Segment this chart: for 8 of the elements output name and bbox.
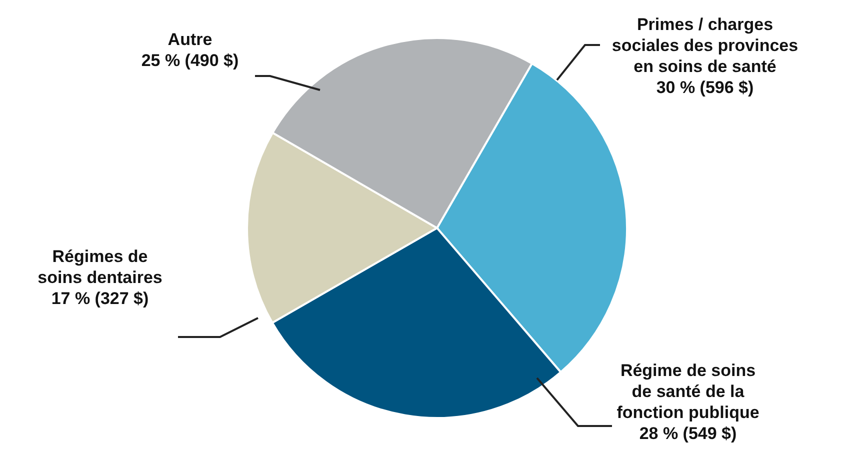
data-label: 25 % (490 $) — [141, 51, 239, 70]
slice-label: Régimes de soins dentaires — [38, 247, 162, 287]
data-label: 17 % (327 $) — [51, 289, 149, 308]
slice-label: Régime de soins de santé de la fonction publique — [616, 361, 760, 422]
data-label: 28 % (549 $) — [639, 424, 737, 443]
data-label: 30 % (596 $) — [656, 78, 754, 97]
slice-label: Autre — [168, 30, 212, 49]
slice-label: Primes / charges sociales des provinces en soins de santé — [612, 15, 798, 76]
